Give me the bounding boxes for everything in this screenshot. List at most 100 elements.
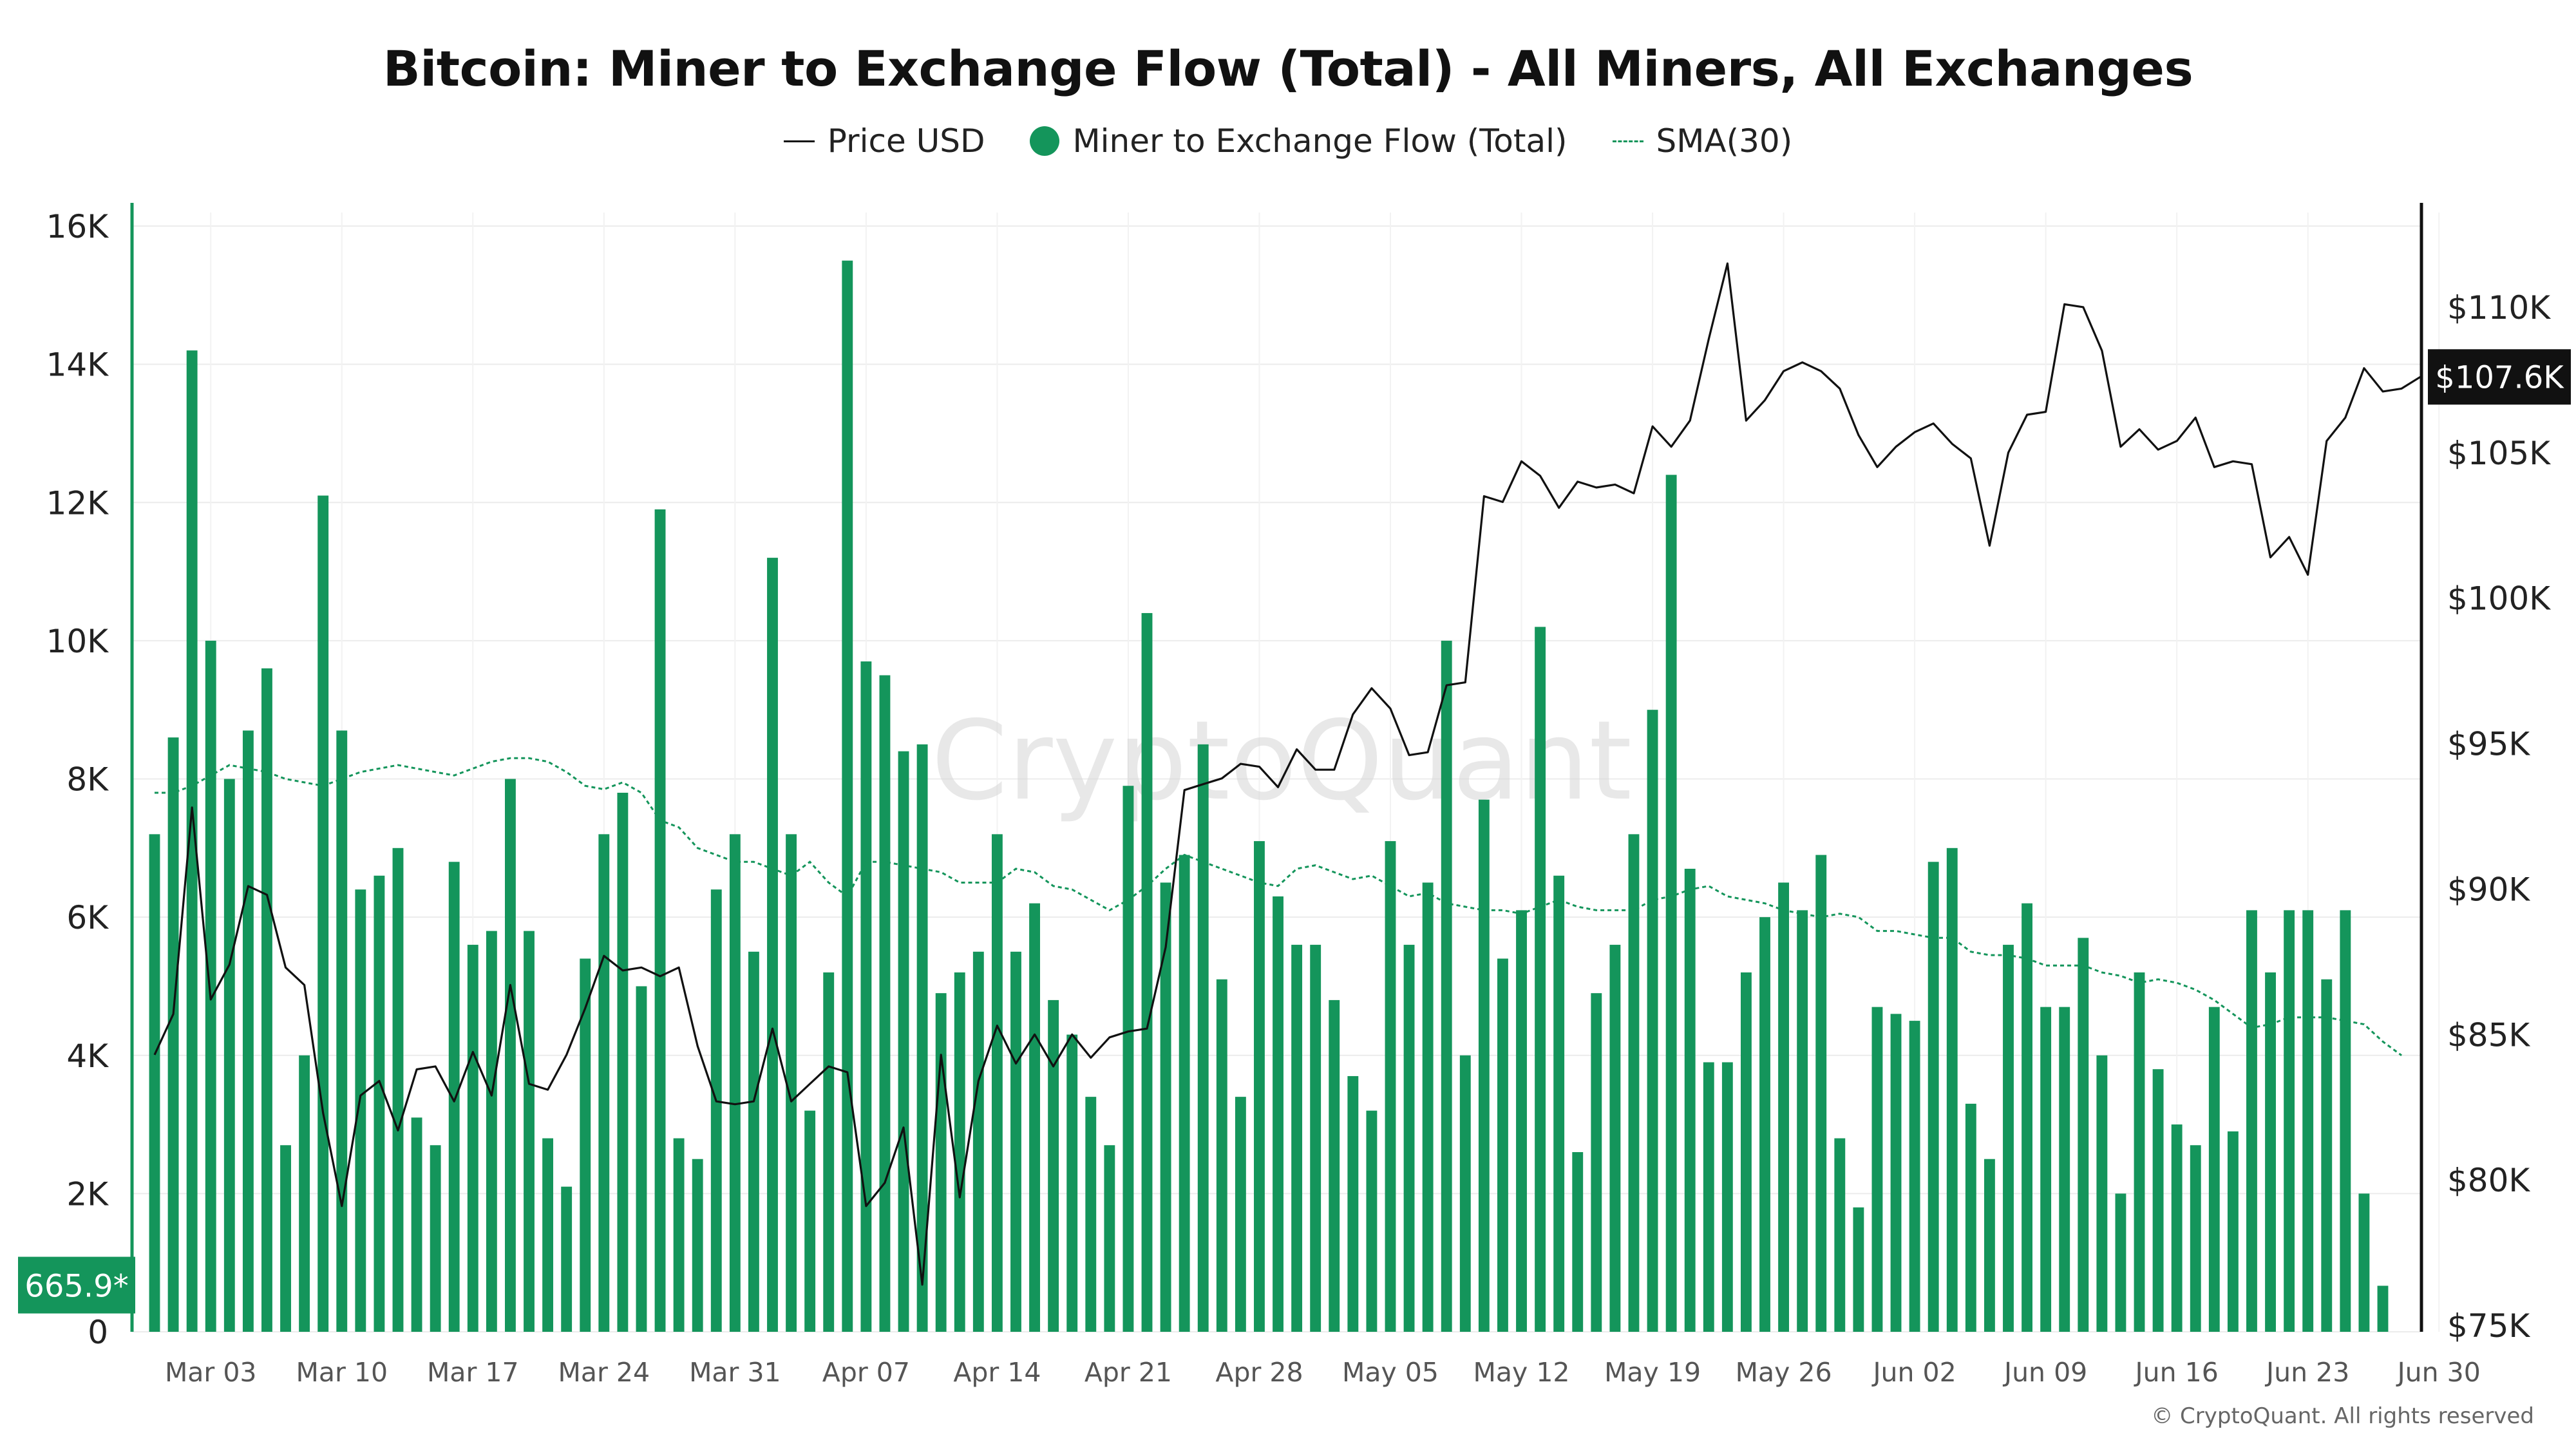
flow-bar[interactable]	[2115, 1193, 2126, 1332]
flow-bar[interactable]	[1609, 945, 1621, 1332]
flow-bar[interactable]	[598, 834, 610, 1332]
flow-bar[interactable]	[2265, 972, 2276, 1332]
flow-bar[interactable]	[2152, 1069, 2164, 1332]
flow-bar[interactable]	[1703, 1062, 1714, 1332]
flow-bar[interactable]	[2227, 1131, 2239, 1332]
flow-bar[interactable]	[1029, 903, 1040, 1332]
flow-bar[interactable]	[1104, 1145, 1115, 1332]
flow-bar[interactable]	[2059, 1007, 2070, 1332]
flow-bar[interactable]	[1179, 855, 1190, 1332]
flow-bar[interactable]	[1291, 945, 1303, 1332]
flow-bar[interactable]	[654, 509, 666, 1332]
flow-bar[interactable]	[1853, 1207, 1864, 1332]
flow-bar[interactable]	[1254, 841, 1265, 1332]
flow-bar[interactable]	[317, 495, 329, 1332]
flow-bar[interactable]	[1010, 951, 1021, 1332]
flow-bar[interactable]	[336, 730, 348, 1332]
flow-bar[interactable]	[1797, 910, 1808, 1332]
flow-bar[interactable]	[804, 1110, 816, 1332]
flow-bar[interactable]	[1141, 612, 1153, 1332]
flow-bar[interactable]	[673, 1138, 685, 1332]
legend-item-price[interactable]: Price USD	[783, 122, 985, 160]
legend-item-sma[interactable]: SMA(30)	[1612, 122, 1792, 160]
flow-bar[interactable]	[823, 972, 835, 1332]
flow-bar[interactable]	[692, 1159, 703, 1332]
legend-item-flow[interactable]: Miner to Exchange Flow (Total)	[1030, 122, 1567, 160]
flow-bar[interactable]	[2134, 972, 2145, 1332]
flow-bar[interactable]	[1122, 786, 1134, 1332]
flow-bar[interactable]	[1647, 710, 1658, 1332]
flow-bar[interactable]	[205, 640, 216, 1332]
flow-bar[interactable]	[2246, 910, 2257, 1332]
flow-bar[interactable]	[149, 834, 160, 1332]
flow-bar[interactable]	[2078, 938, 2089, 1332]
flow-bar[interactable]	[636, 986, 647, 1332]
flow-bar[interactable]	[1871, 1007, 1883, 1332]
flow-bar[interactable]	[467, 945, 478, 1332]
flow-bar[interactable]	[972, 951, 984, 1332]
sma-line[interactable]	[155, 757, 2402, 1057]
flow-bar[interactable]	[1591, 993, 1602, 1332]
flow-bar[interactable]	[355, 889, 366, 1332]
flow-bar[interactable]	[1403, 945, 1415, 1332]
flow-bar[interactable]	[1535, 627, 1546, 1332]
flow-bar[interactable]	[710, 889, 722, 1332]
flow-bar[interactable]	[167, 737, 179, 1332]
flow-bar[interactable]	[1909, 1021, 1920, 1332]
flow-bar[interactable]	[916, 744, 928, 1332]
flow-bar[interactable]	[842, 260, 853, 1332]
flow-bar[interactable]	[1478, 799, 1490, 1332]
flow-bar[interactable]	[1197, 744, 1209, 1332]
flow-bar[interactable]	[1553, 875, 1565, 1332]
flow-bar[interactable]	[879, 675, 891, 1332]
flow-bar[interactable]	[2208, 1007, 2220, 1332]
flow-bar[interactable]	[767, 558, 778, 1332]
flow-bar[interactable]	[411, 1117, 422, 1332]
flow-bar[interactable]	[2340, 910, 2351, 1332]
flow-bar[interactable]	[1740, 972, 1752, 1332]
flow-bar[interactable]	[430, 1145, 441, 1332]
flow-bar[interactable]	[1815, 855, 1827, 1332]
flow-bar[interactable]	[1160, 882, 1171, 1332]
flow-bar[interactable]	[524, 931, 535, 1332]
flow-bar[interactable]	[1441, 640, 1452, 1332]
flow-bar[interactable]	[1497, 958, 1508, 1332]
flow-bar[interactable]	[1066, 1034, 1078, 1332]
flow-bar[interactable]	[1422, 882, 1434, 1332]
flow-bar[interactable]	[748, 951, 759, 1332]
flow-bar[interactable]	[1965, 1103, 1976, 1332]
flow-bar[interactable]	[1778, 882, 1790, 1332]
flow-bar[interactable]	[2003, 945, 2014, 1332]
flow-bar[interactable]	[1216, 979, 1227, 1332]
flow-bar[interactable]	[1235, 1097, 1246, 1332]
flow-bar[interactable]	[561, 1186, 573, 1332]
flow-bar[interactable]	[1085, 1097, 1097, 1332]
flow-bar[interactable]	[2321, 979, 2333, 1332]
flow-bar[interactable]	[1516, 910, 1527, 1332]
flow-bar[interactable]	[186, 350, 198, 1332]
flow-bar[interactable]	[1628, 834, 1640, 1332]
flow-bar[interactable]	[991, 834, 1003, 1332]
flow-bar[interactable]	[374, 875, 385, 1332]
flow-bar[interactable]	[2022, 903, 2032, 1332]
flow-bar[interactable]	[1310, 945, 1321, 1332]
flow-bar[interactable]	[486, 931, 497, 1332]
flow-bar[interactable]	[1890, 1014, 1902, 1332]
flow-bar[interactable]	[2040, 1007, 2052, 1332]
flow-bar[interactable]	[1366, 1110, 1378, 1332]
flow-bar[interactable]	[2302, 910, 2314, 1332]
flow-bar[interactable]	[505, 779, 516, 1332]
flow-bar[interactable]	[2096, 1055, 2108, 1332]
flow-bar[interactable]	[1048, 999, 1059, 1332]
flow-bar[interactable]	[1946, 848, 1958, 1332]
flow-bar[interactable]	[261, 668, 272, 1332]
price-line[interactable]	[153, 262, 2421, 1286]
flow-bar[interactable]	[1684, 869, 1696, 1332]
flow-bar[interactable]	[2284, 910, 2295, 1332]
flow-bar[interactable]	[729, 834, 741, 1332]
flow-bar[interactable]	[542, 1138, 554, 1332]
flow-bar[interactable]	[898, 751, 909, 1332]
flow-bar[interactable]	[1572, 1151, 1584, 1332]
flow-bar[interactable]	[1347, 1075, 1359, 1332]
